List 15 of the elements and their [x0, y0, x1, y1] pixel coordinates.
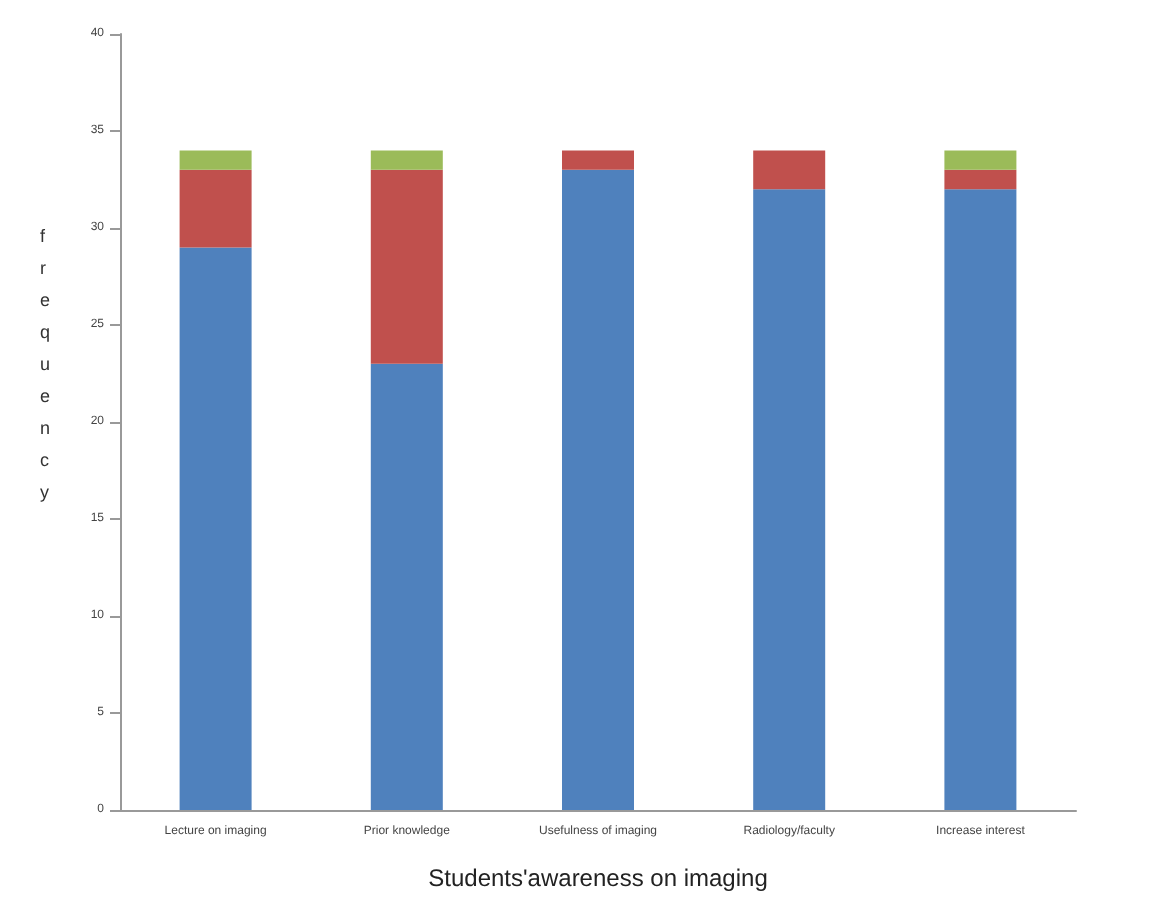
bar — [562, 150, 634, 170]
bar — [562, 169, 634, 810]
bar — [944, 150, 1017, 170]
bar — [753, 189, 826, 810]
bar — [370, 169, 443, 364]
bar — [179, 247, 252, 810]
bar — [944, 169, 1017, 190]
bar — [370, 363, 443, 810]
bar — [179, 169, 252, 248]
bar — [753, 150, 826, 190]
text: frequency — [40, 226, 51, 502]
x-axis-title: Students'awareness on imaging — [428, 864, 768, 892]
bar — [370, 150, 443, 170]
bar — [179, 150, 252, 170]
bar — [944, 189, 1017, 810]
